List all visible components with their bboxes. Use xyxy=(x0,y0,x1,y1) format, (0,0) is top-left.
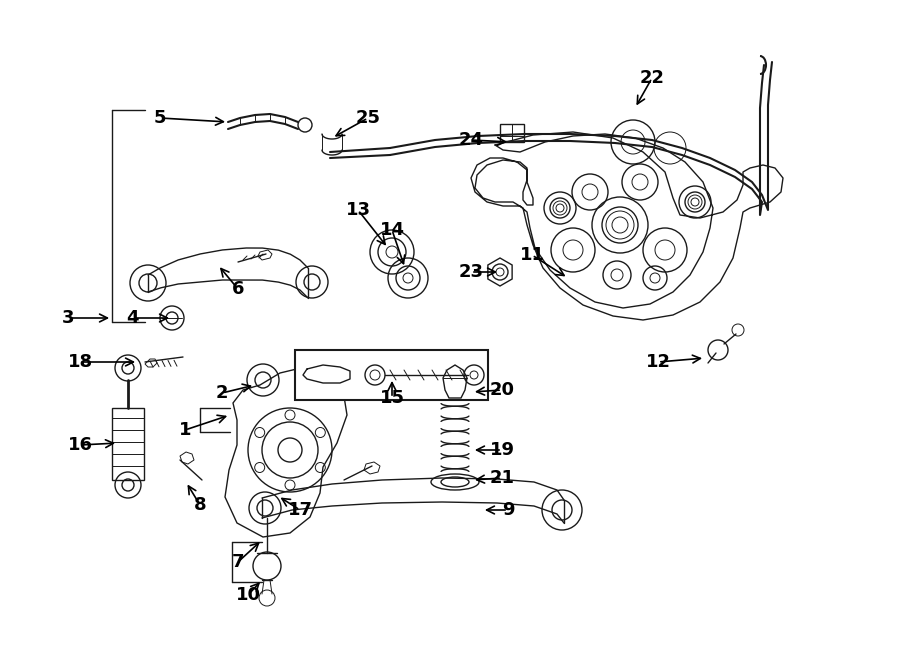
Text: 9: 9 xyxy=(502,501,514,519)
Text: 20: 20 xyxy=(490,381,515,399)
Text: 15: 15 xyxy=(380,389,404,407)
Text: 10: 10 xyxy=(236,586,260,604)
Text: 25: 25 xyxy=(356,109,381,127)
Text: 1: 1 xyxy=(179,421,191,439)
Text: 3: 3 xyxy=(62,309,74,327)
Text: 5: 5 xyxy=(154,109,166,127)
Text: 23: 23 xyxy=(458,263,483,281)
Text: 7: 7 xyxy=(232,553,244,571)
Text: 8: 8 xyxy=(194,496,206,514)
Text: 4: 4 xyxy=(126,309,139,327)
Text: 19: 19 xyxy=(490,441,515,459)
Text: 6: 6 xyxy=(232,280,244,298)
Bar xyxy=(112,408,144,480)
Text: 24: 24 xyxy=(458,131,483,149)
Text: 21: 21 xyxy=(490,469,515,487)
Text: 2: 2 xyxy=(216,384,229,402)
Text: 18: 18 xyxy=(68,353,93,371)
Bar xyxy=(500,124,524,142)
Text: 22: 22 xyxy=(640,69,664,87)
Bar xyxy=(295,350,488,400)
Text: 14: 14 xyxy=(380,221,404,239)
Text: 17: 17 xyxy=(287,501,312,519)
Text: 11: 11 xyxy=(519,246,544,264)
Text: 12: 12 xyxy=(645,353,670,371)
Text: 13: 13 xyxy=(346,201,371,219)
Text: 16: 16 xyxy=(68,436,93,454)
